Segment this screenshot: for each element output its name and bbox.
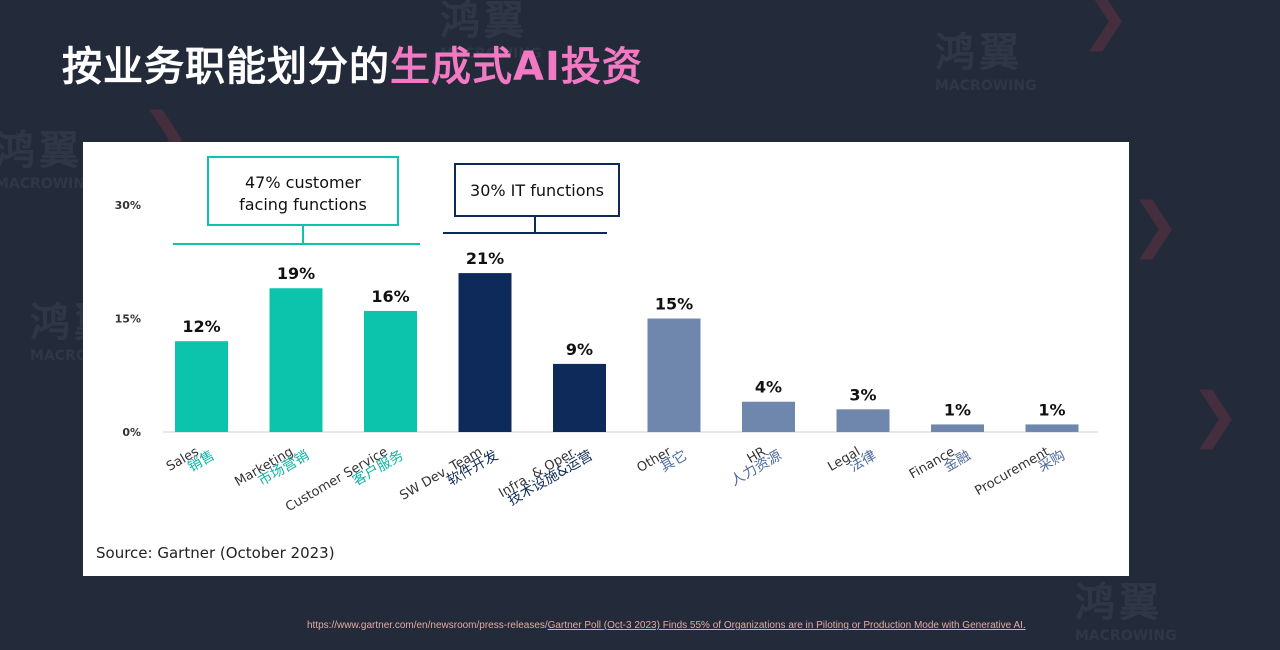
bar: [364, 310, 417, 432]
it-group-label: 30% IT functions: [470, 181, 604, 200]
bar: [836, 409, 890, 432]
bar: [458, 273, 512, 432]
data-label: 19%: [277, 264, 315, 283]
page-title: 按业务职能划分的生成式AI投资: [62, 34, 643, 92]
customer-group-box: [207, 156, 399, 226]
y-tick-label: 15%: [115, 313, 141, 326]
bar: [742, 401, 795, 432]
watermark-logo: 鸿翼 MACROWING: [1075, 580, 1177, 644]
y-tick-label: 30%: [115, 199, 141, 212]
bar: [931, 424, 984, 432]
source-link[interactable]: https://www.gartner.com/en/newsroom/pres…: [307, 620, 1026, 631]
bar: [175, 341, 228, 432]
data-label: 1%: [1038, 400, 1065, 419]
source-link-title[interactable]: Gartner Poll (Oct-3 2023) Finds 55% of O…: [547, 620, 1026, 631]
data-label: 4%: [755, 378, 782, 397]
watermark-logo: 鸿翼 MACROWING: [0, 128, 97, 192]
data-label: 16%: [371, 287, 409, 306]
data-label: 12%: [182, 317, 220, 336]
data-label: 21%: [466, 249, 504, 268]
watermark-logo: 鸿翼 MACROWING: [440, 0, 542, 62]
data-label: 9%: [566, 340, 593, 359]
title-highlight-part: 生成式AI投资: [390, 44, 643, 90]
it-group-box: [454, 163, 620, 217]
bar: [647, 318, 701, 432]
chevron-decoration-icon: ❯: [1130, 190, 1181, 260]
customer-group-label-line1: 47% customer: [245, 173, 361, 192]
bar: [1025, 424, 1079, 432]
bar-chart: 0%15%30%12%Sales销售19%Marketing市场营销16%Cus…: [115, 156, 1098, 515]
y-tick-label: 0%: [122, 426, 141, 439]
chart-panel: 0% 15% 30% 12% Sales 销售 19% Marketing 市场营销 16% Cus…: [83, 142, 1129, 576]
data-label: 15%: [655, 295, 693, 314]
chevron-decoration-icon: ❯: [1190, 380, 1241, 450]
chevron-decoration-icon: ❯: [1080, 0, 1131, 52]
data-label: 3%: [849, 385, 876, 404]
source-link-url[interactable]: https://www.gartner.com/en/newsroom/pres…: [307, 620, 548, 631]
bar: [553, 363, 606, 432]
data-label: 1%: [944, 400, 971, 419]
watermark-logo: 鸿翼 MACROWING: [935, 30, 1037, 94]
title-white-part: 按业务职能划分的: [62, 44, 390, 90]
category-label: Procurement: [973, 444, 1052, 499]
chart-source: Source: Gartner (October 2023): [96, 544, 335, 562]
customer-group-label-line2: facing functions: [239, 195, 367, 214]
bar: [269, 288, 323, 432]
